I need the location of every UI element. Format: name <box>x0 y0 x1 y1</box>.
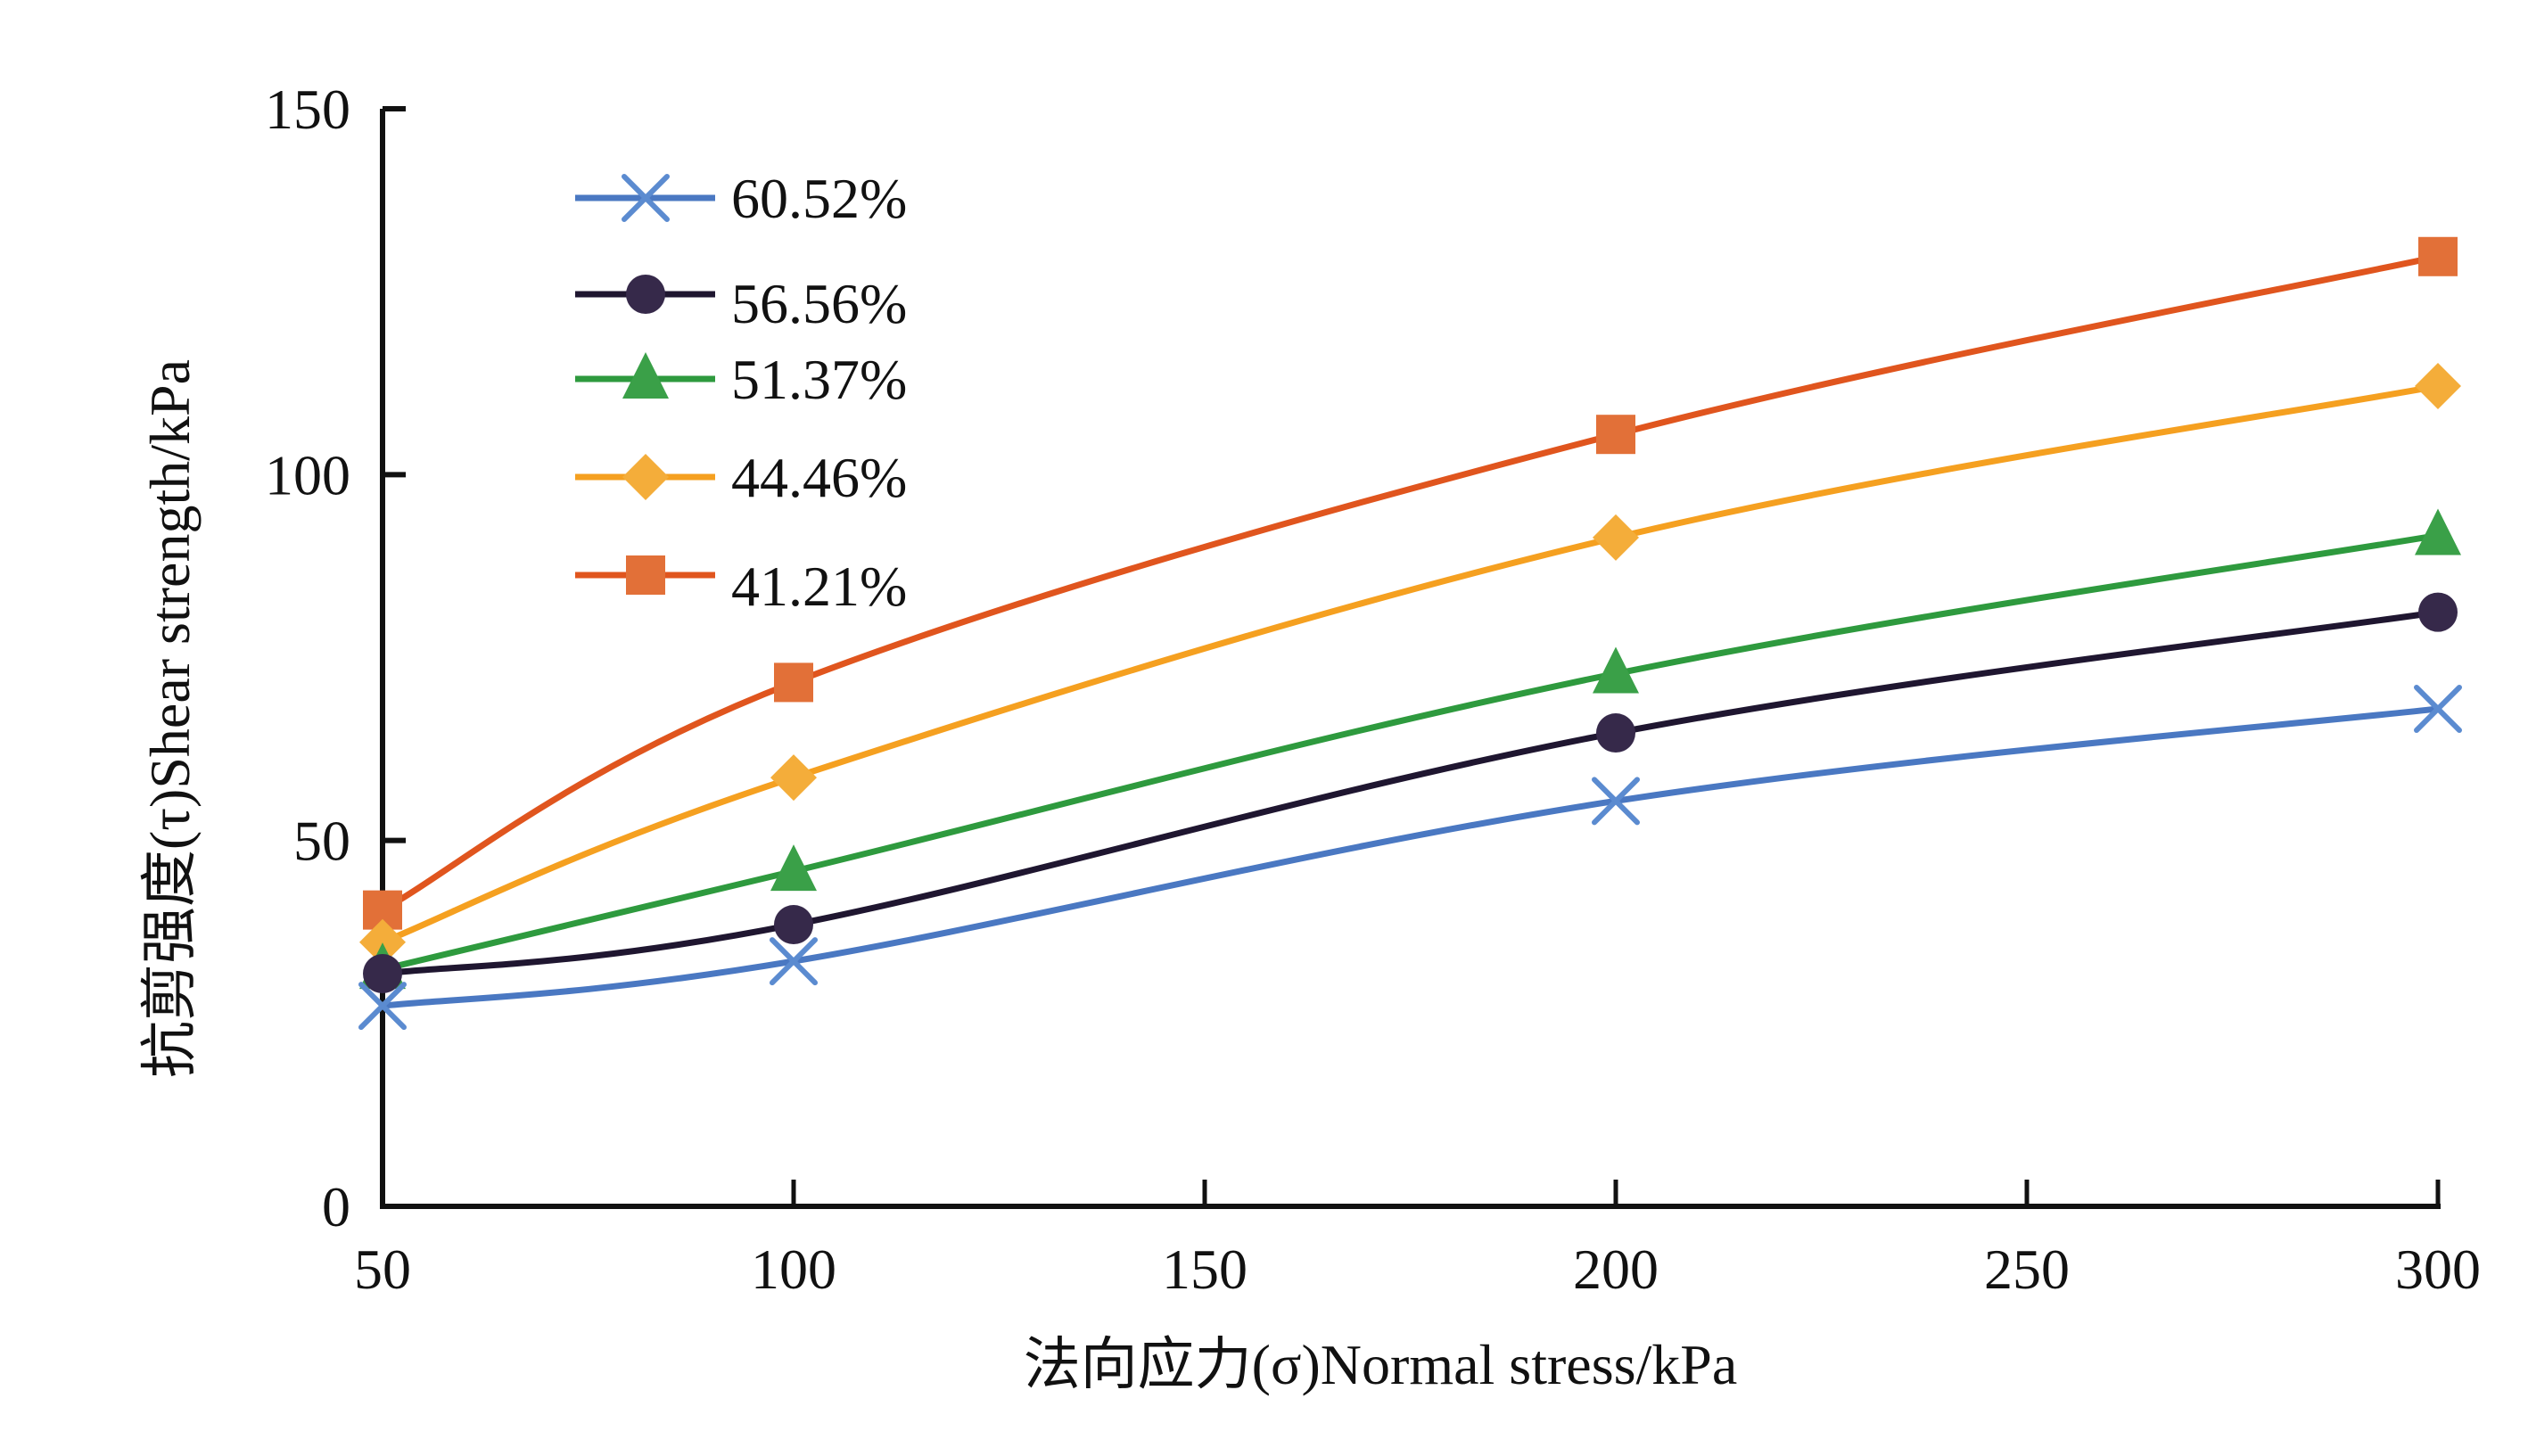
series-markers-6052 <box>358 684 2462 1031</box>
data-point-triangle <box>2415 508 2461 555</box>
series-line-4121 <box>379 253 2442 914</box>
data-point-square <box>1596 415 1635 455</box>
data-point-circle <box>1596 713 1635 753</box>
series-markers <box>358 236 2462 1031</box>
data-point-diamond <box>1593 514 1639 561</box>
x-tick-label: 300 <box>2395 1238 2481 1301</box>
series-line-5656 <box>379 609 2442 977</box>
legend-marker-triangle-icon <box>622 352 669 399</box>
y-tick-label: 0 <box>322 1175 350 1238</box>
data-point-circle <box>774 905 813 945</box>
legend-label: 41.21% <box>731 555 907 618</box>
x-tick-label: 150 <box>1162 1238 1248 1301</box>
legend-item: 56.56% <box>575 272 907 335</box>
data-point-triangle <box>770 844 817 892</box>
series-markers-5656 <box>363 592 2458 994</box>
y-ticks: 0 50 100 150 <box>265 78 406 1238</box>
data-point-square <box>774 662 813 703</box>
x-axis-title: 法向应力(σ)Normal stress/kPa <box>1024 1333 1738 1396</box>
legend-marker-square-icon <box>626 555 665 595</box>
legend-item: 51.37% <box>575 348 907 411</box>
legend-item: 60.52% <box>575 167 907 230</box>
x-tick-label: 200 <box>1573 1238 1659 1301</box>
legend-item: 41.21% <box>575 555 907 618</box>
data-point-x-cross <box>358 982 407 1031</box>
legend-marker-circle-icon <box>626 275 665 314</box>
series-line-5137 <box>379 531 2442 973</box>
x-tick-label: 50 <box>354 1238 411 1301</box>
series-line-6052 <box>379 705 2442 1009</box>
y-tick-label: 150 <box>265 78 350 141</box>
data-point-x-cross <box>2414 684 2462 733</box>
series-line-4446 <box>379 383 2442 946</box>
legend: 60.52% 56.56% 51.37% 44.46% 41.21% <box>575 167 907 618</box>
x-tick-label: 250 <box>1984 1238 2070 1301</box>
series-lines <box>379 253 2442 1009</box>
data-point-x-cross <box>770 937 818 986</box>
data-point-square <box>2418 236 2458 276</box>
data-point-triangle <box>1593 646 1639 694</box>
legend-label: 56.56% <box>731 272 907 335</box>
y-axis-title: 抗剪强度(τ)Shear strength/kPa <box>138 359 202 1078</box>
series-markers-4446 <box>359 363 2461 966</box>
data-point-x-cross <box>1592 777 1640 826</box>
y-tick-label: 100 <box>265 443 350 506</box>
data-point-circle <box>363 954 402 994</box>
legend-label: 60.52% <box>731 167 907 230</box>
series-markers-4121 <box>363 236 2458 930</box>
data-point-circle <box>2418 592 2458 632</box>
x-ticks: 50 100 150 200 250 300 <box>354 1180 2481 1301</box>
data-point-diamond <box>2415 363 2461 410</box>
data-point-diamond <box>770 754 817 802</box>
legend-marker-diamond-icon <box>622 454 669 500</box>
data-point-diamond <box>359 918 406 966</box>
x-tick-label: 100 <box>751 1238 836 1301</box>
legend-marker-x-cross-icon <box>622 174 670 222</box>
legend-label: 51.37% <box>731 348 907 411</box>
y-tick-label: 50 <box>293 810 350 873</box>
legend-label: 44.46% <box>731 446 907 509</box>
legend-item: 44.46% <box>575 446 907 509</box>
